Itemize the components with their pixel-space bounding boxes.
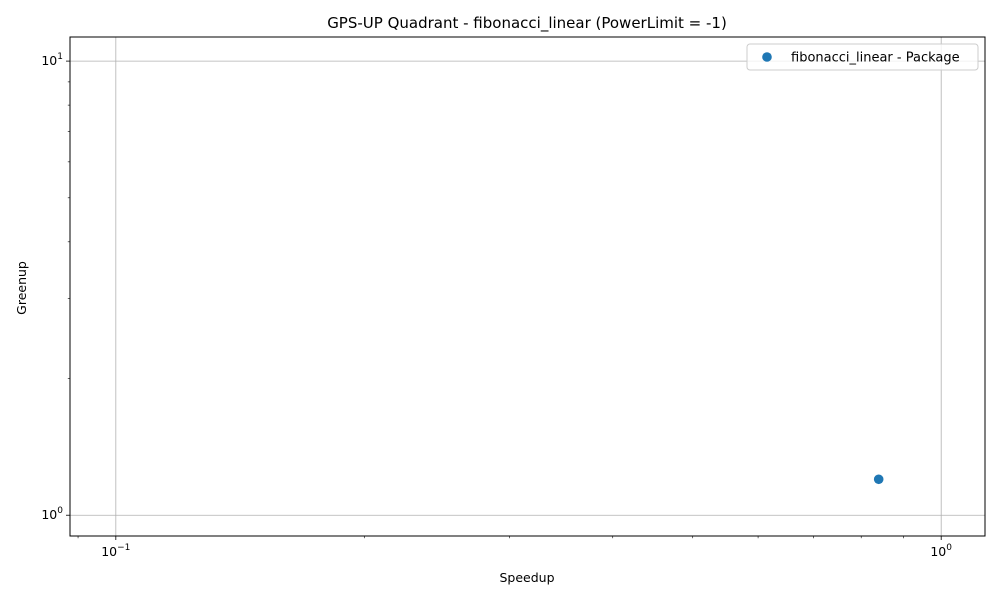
y-axis-label: Greenup <box>14 261 29 315</box>
axis-ticks: 10−1 100 100 101 <box>41 52 952 559</box>
chart-title: GPS-UP Quadrant - fibonacci_linear (Powe… <box>327 14 727 33</box>
plot-area-frame <box>69 36 986 537</box>
data-point <box>873 474 884 485</box>
legend-marker <box>762 52 772 62</box>
x-tick-label: 10−1 <box>101 543 130 559</box>
x-axis-label: Speedup <box>499 570 554 585</box>
legend: fibonacci_linear - Package <box>746 43 979 71</box>
legend-box <box>746 43 979 71</box>
data-points <box>873 474 884 485</box>
y-tick-label: 100 <box>41 506 63 522</box>
x-tick-label: 100 <box>930 543 952 559</box>
y-tick-label: 101 <box>41 52 63 68</box>
legend-entry-label: fibonacci_linear - Package <box>791 51 960 66</box>
